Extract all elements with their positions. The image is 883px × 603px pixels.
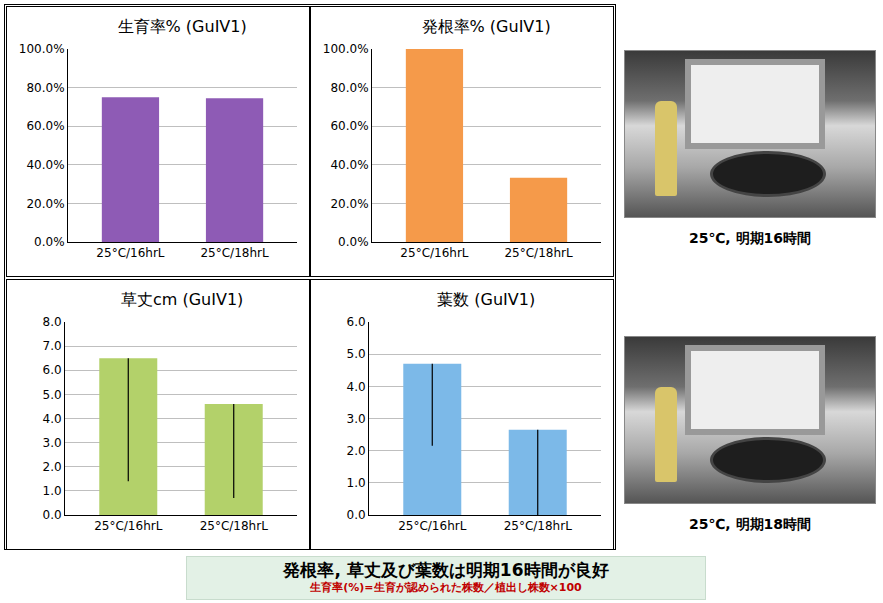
svg-text:0.0: 0.0 <box>43 508 62 522</box>
svg-text:25°C/16hrL: 25°C/16hrL <box>400 246 469 260</box>
svg-text:100.0%: 100.0% <box>19 42 65 56</box>
svg-text:6.0: 6.0 <box>347 315 366 329</box>
svg-text:0.0: 0.0 <box>347 508 366 522</box>
html-text:発根率, 草丈及び葉数は明期16時間が良好: 発根率, 草丈及び葉数は明期16時間が良好 <box>283 560 609 580</box>
svg-text:5.0: 5.0 <box>43 388 62 402</box>
svg-text:40.0%: 40.0% <box>330 158 368 172</box>
svg-text:2.0: 2.0 <box>43 460 62 474</box>
svg-text:0.0%: 0.0% <box>34 235 65 249</box>
svg-text:25°C/18hrL: 25°C/18hrL <box>504 519 573 533</box>
svg-text:草丈cm (GuIV1): 草丈cm (GuIV1) <box>121 290 243 309</box>
svg-text:2.0: 2.0 <box>347 444 366 458</box>
svg-text:1.0: 1.0 <box>347 476 366 490</box>
svg-text:80.0%: 80.0% <box>26 81 64 95</box>
svg-text:60.0%: 60.0% <box>330 119 368 133</box>
svg-text:6.0: 6.0 <box>43 363 62 377</box>
svg-text:1.0: 1.0 <box>43 484 62 498</box>
svg-text:3.0: 3.0 <box>43 436 62 450</box>
html-text:25℃, 明期18時間: 25℃, 明期18時間 <box>688 516 812 532</box>
svg-text:8.0: 8.0 <box>43 315 62 329</box>
svg-text:4.0: 4.0 <box>347 380 366 394</box>
svg-text:葉数 (GuIV1): 葉数 (GuIV1) <box>437 290 535 309</box>
svg-text:25°C/18hrL: 25°C/18hrL <box>504 246 573 260</box>
svg-text:3.0: 3.0 <box>347 412 366 426</box>
svg-text:0.0%: 0.0% <box>338 235 369 249</box>
svg-text:20.0%: 20.0% <box>330 197 368 211</box>
svg-text:80.0%: 80.0% <box>330 81 368 95</box>
html-text:25℃, 明期16時間: 25℃, 明期16時間 <box>688 230 812 246</box>
svg-text:40.0%: 40.0% <box>26 158 64 172</box>
svg-text:5.0: 5.0 <box>347 347 366 361</box>
svg-text:25°C/16hrL: 25°C/16hrL <box>96 246 165 260</box>
svg-text:7.0: 7.0 <box>43 339 62 353</box>
svg-text:25°C/18hrL: 25°C/18hrL <box>200 519 268 533</box>
svg-text:25°C/18hrL: 25°C/18hrL <box>200 246 268 260</box>
svg-text:100.0%: 100.0% <box>323 42 369 56</box>
svg-text:発根率% (GuIV1): 発根率% (GuIV1) <box>422 17 551 36</box>
html-text:生育率(%)=生育が認められた株数／植出し株数×100: 生育率(%)=生育が認められた株数／植出し株数×100 <box>310 581 582 594</box>
svg-text:25°C/16hrL: 25°C/16hrL <box>398 519 467 533</box>
svg-text:生育率% (GuIV1): 生育率% (GuIV1) <box>118 17 247 36</box>
svg-text:4.0: 4.0 <box>43 412 62 426</box>
svg-text:60.0%: 60.0% <box>26 119 64 133</box>
svg-text:25°C/16hrL: 25°C/16hrL <box>94 519 162 533</box>
svg-text:20.0%: 20.0% <box>26 197 64 211</box>
